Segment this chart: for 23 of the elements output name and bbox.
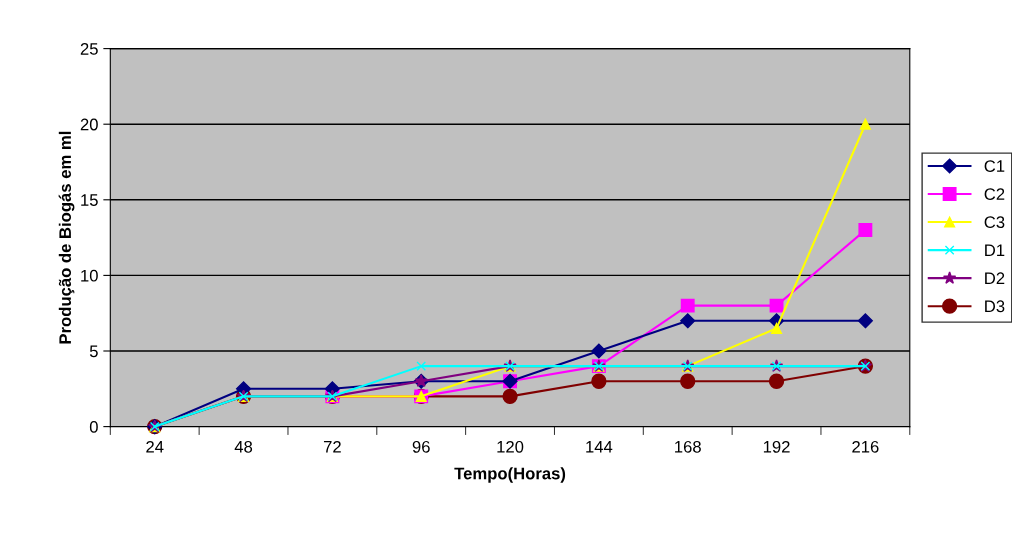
- x-axis-title: Tempo(Horas): [454, 467, 566, 483]
- y-tick-label: 15: [81, 194, 98, 206]
- legend-label: C1: [984, 160, 1005, 172]
- x-tick-label: 72: [323, 440, 341, 453]
- y-axis-title: Produção de Biogás em ml: [58, 131, 75, 344]
- x-tick-label: 48: [234, 440, 253, 453]
- legend-label: C3: [984, 216, 1005, 229]
- y-tick-label: 5: [89, 345, 98, 358]
- x-tick-label: 144: [586, 441, 613, 453]
- x-tick-label: 120: [497, 440, 524, 453]
- legend-label: C2: [984, 188, 1005, 201]
- x-tick-label: 96: [412, 440, 430, 453]
- x-tick-label: 192: [763, 440, 790, 453]
- legend-label: D1: [985, 244, 1005, 256]
- legend-label: D2: [985, 272, 1005, 284]
- y-tick-label: 0: [89, 421, 98, 433]
- y-tick-label: 25: [80, 43, 98, 55]
- x-tick-label: 168: [675, 440, 701, 453]
- y-tick-label: 10: [81, 269, 98, 282]
- x-tick-label: 24: [146, 440, 164, 453]
- x-tick-label: 216: [852, 440, 879, 453]
- legend-label: D3: [985, 300, 1005, 313]
- y-tick-label: 20: [80, 118, 98, 131]
